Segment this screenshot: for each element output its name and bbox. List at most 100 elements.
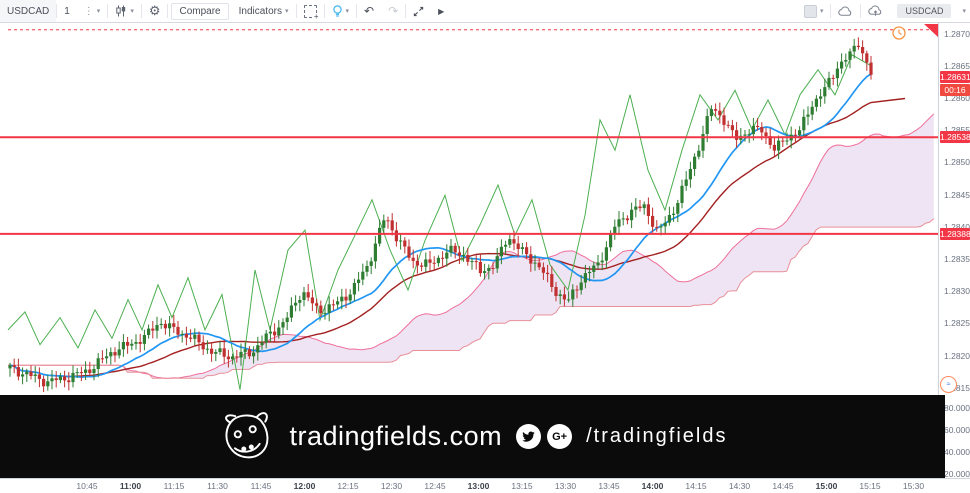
top-toolbar: USDCAD 1 ⋮ ▾ ▾ ⚙ Compare Ind	[0, 0, 970, 23]
time-tick-label: 13:45	[598, 481, 620, 491]
price-tick-label: 1.28450	[944, 189, 970, 200]
google-plus-icon: G+	[547, 424, 573, 449]
time-tick-label: 12:30	[380, 481, 403, 491]
interval-label: 1	[64, 5, 70, 17]
gear-icon: ⚙	[148, 3, 161, 18]
price-tick-label: 1.28350	[944, 253, 970, 264]
bull-logo-icon	[225, 411, 269, 458]
compare-button[interactable]: Compare	[171, 2, 229, 20]
load-layout-button[interactable]	[831, 0, 860, 22]
oscillator-tick-label: 20.0000	[944, 469, 970, 479]
brand-banner: tradingfields.com G+ /tradingfields	[0, 395, 945, 478]
layout-menu-button[interactable]: ▾	[958, 0, 970, 22]
indicator-watermark-icon: ≈	[940, 376, 957, 393]
chevron-down-icon: ▾	[819, 7, 824, 15]
indicators-label: Indicators	[238, 5, 282, 17]
cloud-icon	[838, 5, 852, 16]
time-tick-label: 14:00	[641, 481, 664, 491]
interval-menu-button[interactable]: ⋮ ▾	[77, 0, 108, 22]
fullscreen-button[interactable]	[406, 0, 431, 22]
chart-settings-button[interactable]: ⚙	[142, 0, 168, 22]
chevron-down-icon: ▾	[96, 7, 101, 15]
last-price-badge: 1.28631	[940, 71, 970, 84]
price-tick-label: 1.28200	[944, 350, 970, 361]
separator	[295, 4, 297, 18]
redo-icon: ↷	[388, 4, 399, 18]
separator	[830, 4, 832, 18]
chevron-down-icon: ▾	[345, 7, 350, 15]
separator	[56, 4, 58, 18]
price-tick-label: 1.28400	[944, 221, 970, 232]
price-tick-label: 1.28250	[944, 318, 970, 329]
brand-site-text: tradingfields.com	[289, 421, 503, 451]
time-tick-label: 13:15	[511, 481, 533, 491]
cloud-upload-icon	[868, 5, 882, 16]
time-tick-label: 13:30	[554, 481, 577, 491]
price-tick-label: 1.28300	[944, 286, 970, 297]
separator	[405, 4, 407, 18]
separator	[356, 4, 358, 18]
play-icon: ▶	[438, 6, 445, 16]
template-button[interactable]: +	[297, 0, 324, 22]
time-tick-label: 14:15	[685, 481, 707, 491]
layout-name-button[interactable]: USDCAD	[890, 0, 958, 22]
candlestick-icon	[116, 5, 126, 17]
price-tick-label: 1.28650	[944, 60, 970, 71]
time-tick-label: 15:30	[902, 481, 925, 491]
time-tick-label: 11:00	[119, 481, 142, 491]
undo-button[interactable]: ↶	[357, 0, 381, 22]
time-tick-label: 12:15	[337, 481, 359, 491]
price-tick-label: 1.28700	[944, 28, 970, 39]
indicators-button[interactable]: Indicators ▾	[232, 0, 296, 22]
fullscreen-icon	[413, 6, 424, 16]
layout-square-icon	[803, 4, 817, 18]
twitter-icon	[516, 424, 542, 449]
interval-button[interactable]: 1	[57, 0, 77, 22]
save-layout-button[interactable]	[861, 0, 890, 22]
separator	[323, 4, 325, 18]
lightbulb-icon	[332, 4, 342, 17]
time-tick-label: 14:30	[728, 481, 751, 491]
time-tick-label: 12:00	[293, 481, 316, 491]
chevron-down-icon: ▾	[962, 7, 966, 15]
chart-style-button[interactable]: ▾	[108, 0, 141, 22]
bar-countdown-badge: 00:16	[940, 84, 970, 97]
level-price-badge: 1.28538	[940, 131, 970, 144]
time-axis[interactable]: 10:45 11:00 11:15 11:30 11:45 12:00 12:15 12:30…	[0, 478, 970, 493]
undo-icon: ↶	[364, 4, 375, 18]
time-tick-label: 15:00	[815, 481, 838, 491]
time-tick-label: 11:15	[163, 481, 185, 491]
separator	[140, 4, 142, 18]
level-price-badge: 1.28388	[940, 227, 970, 240]
time-tick-label: 14:45	[772, 481, 794, 491]
time-tick-label: 11:45	[250, 481, 272, 491]
ideas-button[interactable]: ▾	[325, 0, 357, 22]
symbol-label: USDCAD	[7, 5, 50, 17]
price-tick-label: 1.28550	[944, 125, 970, 136]
google-plus-label: G+	[552, 430, 568, 443]
layout-name-label: USDCAD	[897, 4, 952, 18]
oscillator-tick-label: 40.0000	[944, 447, 970, 457]
time-tick-label: 11:30	[207, 481, 228, 491]
layout-select-button[interactable]: ▾	[797, 0, 831, 22]
brand-handle-text: /tradingfields	[586, 425, 728, 447]
time-tick-label: 15:15	[859, 481, 881, 491]
replay-button[interactable]: ▶	[431, 0, 451, 22]
time-tick-label: 12:45	[424, 481, 446, 491]
price-tick-label: 1.28500	[944, 157, 970, 168]
price-tick-label: 1.28600	[944, 92, 970, 103]
dots-icon: ⋮	[83, 5, 94, 17]
redo-button[interactable]: ↷	[381, 0, 405, 22]
oscillator-tick-label: 60.0000	[944, 425, 970, 435]
chevron-down-icon: ▾	[284, 7, 289, 15]
compare-label: Compare	[179, 5, 221, 17]
oscillator-tick-label: 80.0000	[944, 403, 970, 413]
chevron-down-icon: ▾	[130, 7, 134, 15]
price-axis[interactable]: 1.28700 1.28650 1.28600 1.28550 1.28500 1.284…	[938, 22, 970, 479]
separator	[167, 4, 169, 18]
price-chart[interactable]	[0, 0, 938, 478]
separator	[860, 4, 862, 18]
template-icon: +	[303, 4, 319, 21]
symbol-button[interactable]: USDCAD	[0, 0, 57, 22]
price-tick-label: 1.28150	[944, 382, 970, 393]
